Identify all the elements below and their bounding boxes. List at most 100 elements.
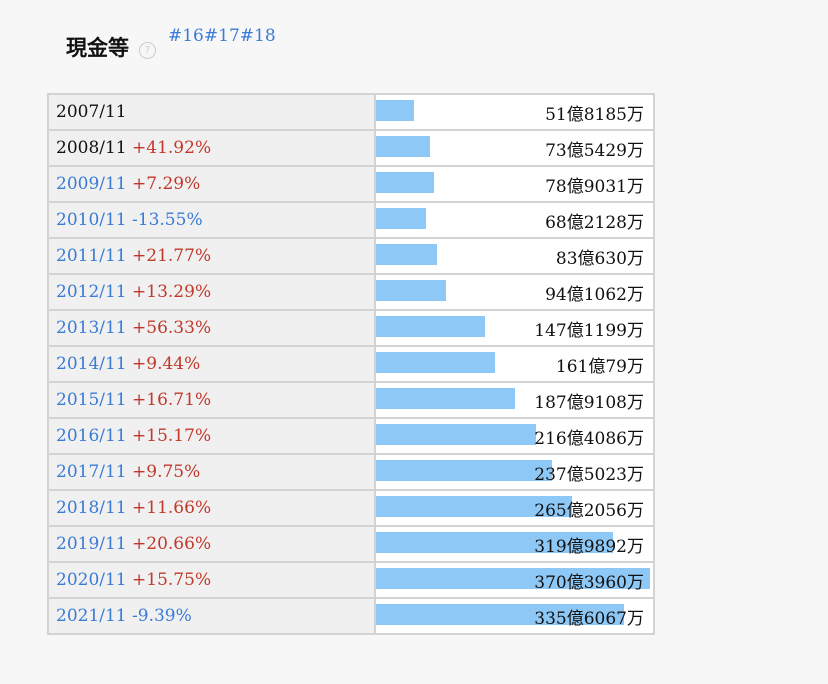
- value-bar: [376, 280, 446, 301]
- table-row: 2011/11 +21.77% 83億630万: [47, 237, 655, 275]
- value-bar: [376, 532, 613, 553]
- bar-cell: 319億9892万: [374, 525, 655, 563]
- tag-link-18[interactable]: #18: [239, 26, 276, 46]
- year-label[interactable]: 2012/11: [56, 282, 127, 302]
- year-label[interactable]: 2021/11: [56, 606, 127, 626]
- bar-cell: 370億3960万: [374, 561, 655, 599]
- value-label: 216億4086万: [534, 428, 644, 449]
- change-percent: +56.33%: [132, 318, 212, 338]
- value-label: 68億2128万: [545, 212, 644, 233]
- table-row: 2021/11 -9.39% 335億6067万: [47, 597, 655, 635]
- change-percent: +41.92%: [132, 138, 212, 158]
- cash-table-body: 2007/11 51億8185万 2008/11 +41.92% 73億5429万 20…: [47, 93, 655, 635]
- year-label: 2008/11: [56, 138, 127, 158]
- change-percent: +9.44%: [132, 354, 201, 374]
- value-label: 237億5023万: [534, 464, 644, 485]
- year-label[interactable]: 2020/11: [56, 570, 127, 590]
- bar-cell: 73億5429万: [374, 129, 655, 167]
- change-percent: +20.66%: [132, 534, 212, 554]
- table-row: 2009/11 +7.29% 78億9031万: [47, 165, 655, 203]
- year-cell: 2012/11 +13.29%: [47, 273, 376, 311]
- change-percent: +13.29%: [132, 282, 212, 302]
- value-bar: [376, 136, 430, 157]
- value-label: 370億3960万: [534, 572, 644, 593]
- year-cell: 2007/11: [47, 93, 376, 131]
- bar-cell: 237億5023万: [374, 453, 655, 491]
- change-percent: -9.39%: [132, 606, 192, 626]
- change-percent: +9.75%: [132, 462, 201, 482]
- value-label: 335億6067万: [534, 608, 644, 629]
- bar-cell: 187億9108万: [374, 381, 655, 419]
- change-percent: -13.55%: [132, 210, 203, 230]
- bar-cell: 94億1062万: [374, 273, 655, 311]
- year-cell: 2014/11 +9.44%: [47, 345, 376, 383]
- value-label: 187億9108万: [534, 392, 644, 413]
- table-row: 2007/11 51億8185万: [47, 93, 655, 131]
- table-row: 2015/11 +16.71% 187億9108万: [47, 381, 655, 419]
- change-percent: +21.77%: [132, 246, 212, 266]
- year-cell: 2011/11 +21.77%: [47, 237, 376, 275]
- table-row: 2017/11 +9.75% 237億5023万: [47, 453, 655, 491]
- value-label: 73億5429万: [545, 140, 644, 161]
- bar-cell: 265億2056万: [374, 489, 655, 527]
- chart-title: 現金等: [66, 35, 129, 60]
- help-icon[interactable]: ?: [139, 42, 156, 59]
- year-label[interactable]: 2016/11: [56, 426, 127, 446]
- year-cell: 2015/11 +16.71%: [47, 381, 376, 419]
- bar-cell: 161億79万: [374, 345, 655, 383]
- table-row: 2020/11 +15.75% 370億3960万: [47, 561, 655, 599]
- value-bar: [376, 172, 434, 193]
- table-row: 2013/11 +56.33% 147億1199万: [47, 309, 655, 347]
- bar-cell: 68億2128万: [374, 201, 655, 239]
- bar-cell: 216億4086万: [374, 417, 655, 455]
- value-bar: [376, 496, 572, 517]
- year-label[interactable]: 2019/11: [56, 534, 127, 554]
- year-label[interactable]: 2015/11: [56, 390, 127, 410]
- year-label[interactable]: 2009/11: [56, 174, 127, 194]
- value-bar: [376, 388, 515, 409]
- year-cell: 2009/11 +7.29%: [47, 165, 376, 203]
- year-cell: 2008/11 +41.92%: [47, 129, 376, 167]
- year-cell: 2010/11 -13.55%: [47, 201, 376, 239]
- cash-table: 2007/11 51億8185万 2008/11 +41.92% 73億5429万 20…: [47, 93, 655, 635]
- year-cell: 2018/11 +11.66%: [47, 489, 376, 527]
- table-row: 2014/11 +9.44% 161億79万: [47, 345, 655, 383]
- tag-link-17[interactable]: #17: [203, 26, 240, 46]
- year-label: 2007/11: [56, 102, 127, 122]
- value-bar: [376, 352, 495, 373]
- bar-cell: 83億630万: [374, 237, 655, 275]
- value-label: 94億1062万: [545, 284, 644, 305]
- table-row: 2019/11 +20.66% 319億9892万: [47, 525, 655, 563]
- year-label[interactable]: 2014/11: [56, 354, 127, 374]
- year-label[interactable]: 2018/11: [56, 498, 127, 518]
- value-label: 265億2056万: [534, 500, 644, 521]
- year-label[interactable]: 2013/11: [56, 318, 127, 338]
- year-cell: 2017/11 +9.75%: [47, 453, 376, 491]
- year-label[interactable]: 2017/11: [56, 462, 127, 482]
- year-label[interactable]: 2011/11: [56, 246, 127, 266]
- table-row: 2018/11 +11.66% 265億2056万: [47, 489, 655, 527]
- value-bar: [376, 316, 485, 337]
- year-label[interactable]: 2010/11: [56, 210, 127, 230]
- year-cell: 2013/11 +56.33%: [47, 309, 376, 347]
- bar-cell: 335億6067万: [374, 597, 655, 635]
- change-percent: +15.17%: [132, 426, 212, 446]
- table-row: 2010/11 -13.55% 68億2128万: [47, 201, 655, 239]
- value-bar: [376, 460, 552, 481]
- table-row: 2008/11 +41.92% 73億5429万: [47, 129, 655, 167]
- value-bar: [376, 208, 426, 229]
- change-percent: +7.29%: [132, 174, 201, 194]
- value-bar: [376, 424, 536, 445]
- table-row: 2016/11 +15.17% 216億4086万: [47, 417, 655, 455]
- tag-link-16[interactable]: #16: [168, 26, 204, 46]
- year-cell: 2016/11 +15.17%: [47, 417, 376, 455]
- tag-links: #16#17#18: [168, 26, 276, 46]
- year-cell: 2020/11 +15.75%: [47, 561, 376, 599]
- change-percent: +15.75%: [132, 570, 212, 590]
- year-cell: 2019/11 +20.66%: [47, 525, 376, 563]
- year-cell: 2021/11 -9.39%: [47, 597, 376, 635]
- chart-header: 現金等 ? #16#17#18: [66, 22, 276, 66]
- change-percent: +16.71%: [132, 390, 212, 410]
- value-label: 161億79万: [555, 356, 644, 377]
- value-label: 319億9892万: [534, 536, 644, 557]
